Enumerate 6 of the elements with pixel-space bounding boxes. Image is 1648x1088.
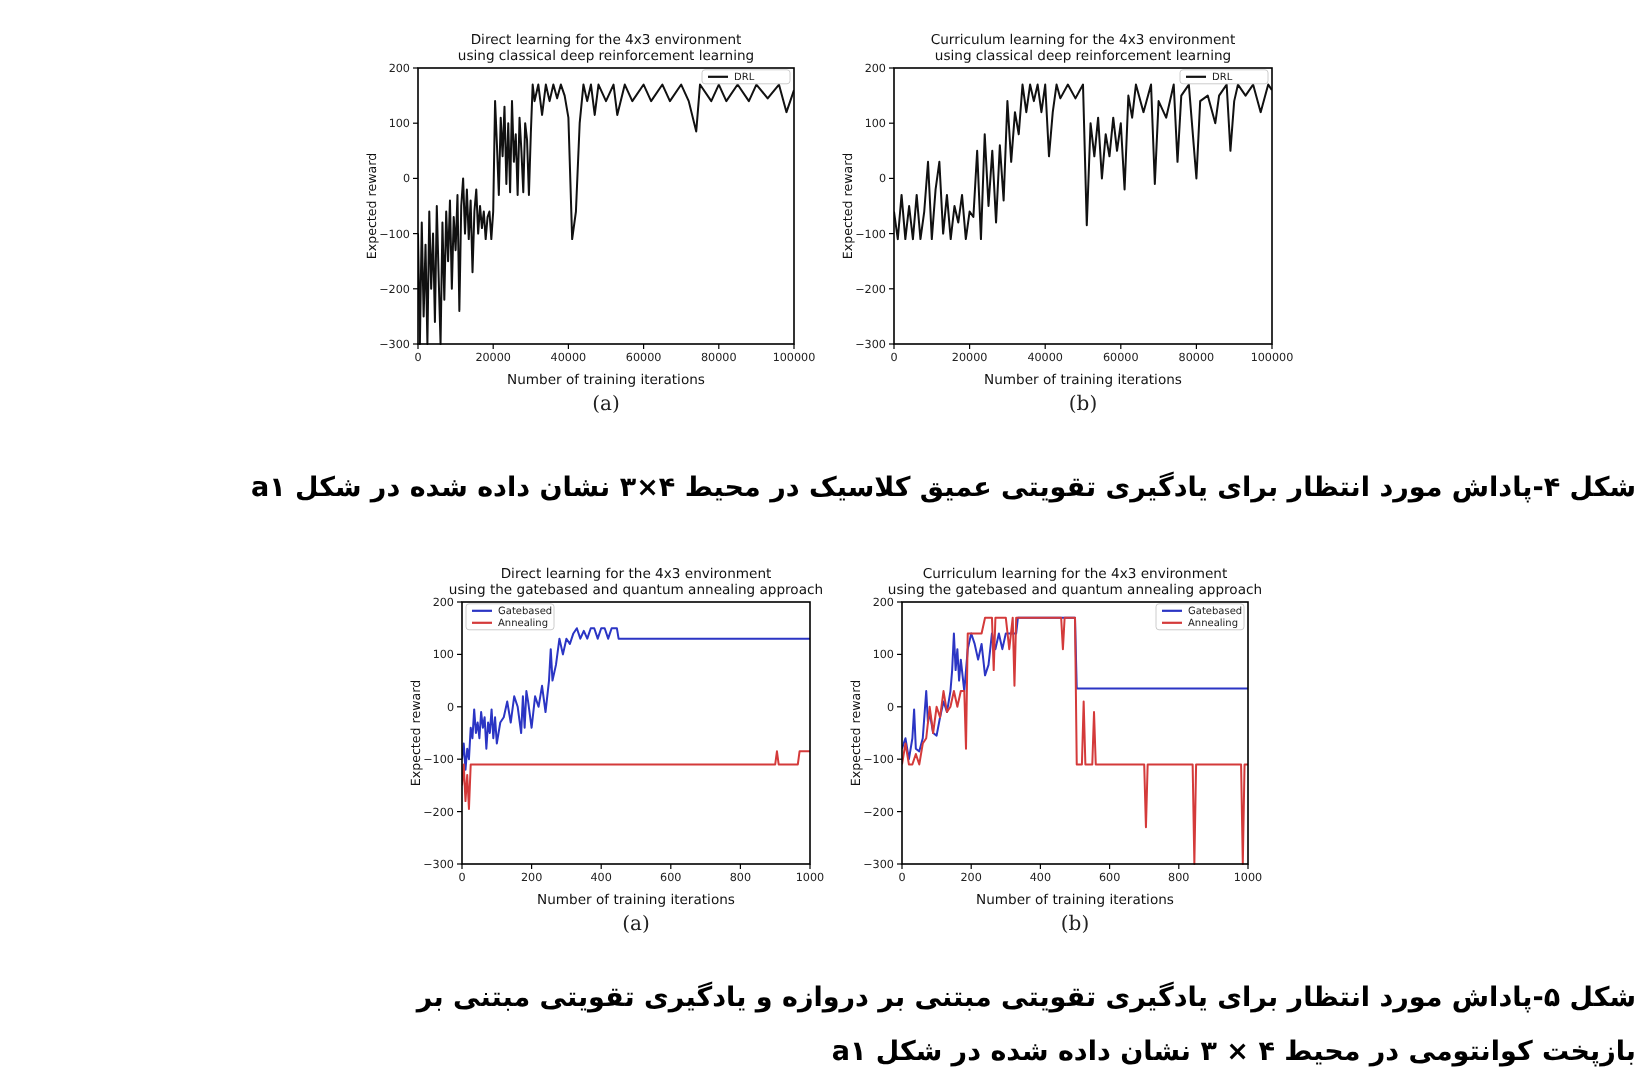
text: (b) [1060, 914, 1090, 936]
text: شکل ۴-پاداش مورد انتظار برای یادگیری تقویتی عمیق کلاسیک در محیط ۴×۳ نشان داده شده در شکل a۱ [248, 469, 1636, 508]
text: (a) [622, 914, 650, 936]
text: (a) [592, 394, 620, 416]
text: شکل ۵-پاداش مورد انتظار برای یادگیری تقویتی مبتنی بر دروازه و یادگیری تقویتی مبتنی بر بازپخت کوانتومی در محیط ۴ × ۳ نشان داده شده در شکل a۱ [413, 979, 1636, 1072]
text: (b) [1068, 394, 1098, 416]
